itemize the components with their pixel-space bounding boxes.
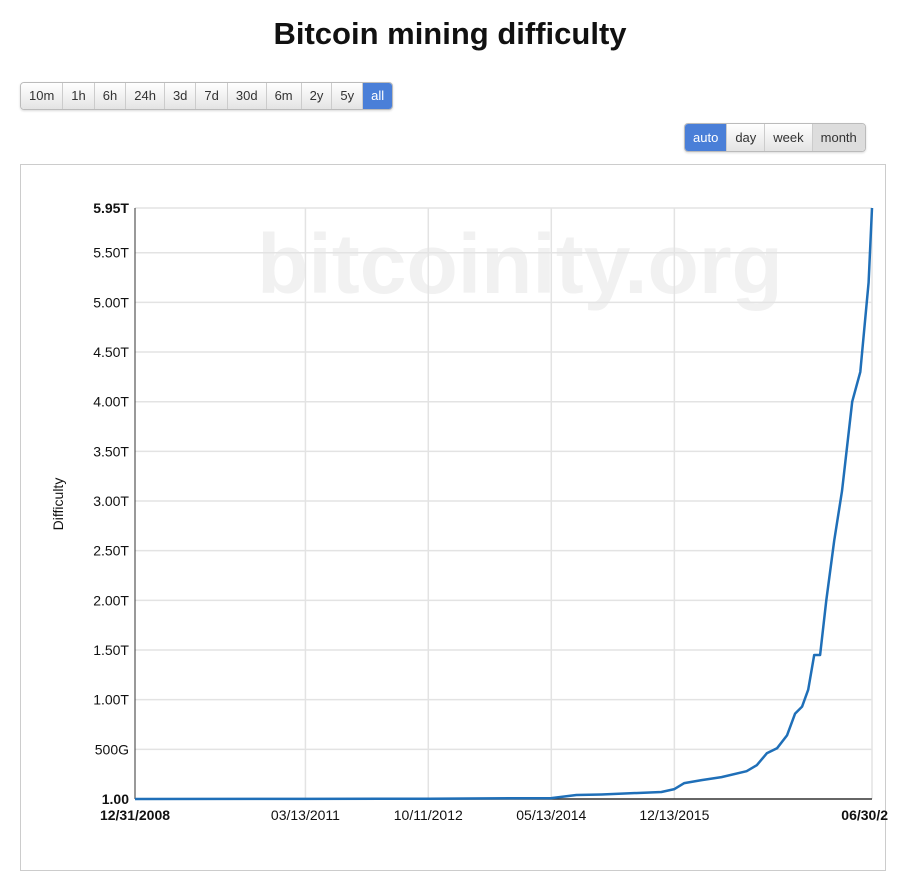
y-tick-label: 1.00: [102, 791, 129, 807]
range-button-5y[interactable]: 5y: [332, 83, 364, 109]
y-tick-label: 2.50T: [93, 543, 129, 559]
chart-title: Bitcoin mining difficulty: [273, 16, 627, 51]
y-axis-label: Difficulty: [50, 478, 66, 531]
y-tick-label: 4.50T: [93, 344, 129, 360]
chart-frame: [20, 164, 886, 871]
range-button-all[interactable]: all: [363, 83, 393, 109]
range-button-30d[interactable]: 30d: [227, 83, 267, 109]
range-button-6m[interactable]: 6m: [266, 83, 302, 109]
y-tick-label: 5.95T: [93, 200, 129, 216]
y-tick-label: 3.00T: [93, 493, 129, 509]
y-tick-label: 1.50T: [93, 642, 129, 658]
x-tick-label: 10/11/2012: [394, 807, 463, 823]
x-tick-label: 12/31/2008: [100, 807, 170, 823]
granularity-button-week[interactable]: week: [765, 124, 813, 151]
x-tick-label: 12/13/2015: [639, 807, 709, 823]
x-tick-label: 03/13/2011: [271, 807, 340, 823]
range-button-6h[interactable]: 6h: [94, 83, 127, 109]
range-button-10m[interactable]: 10m: [21, 83, 64, 109]
y-tick-label: 500G: [95, 741, 129, 757]
range-button-2y[interactable]: 2y: [301, 83, 333, 109]
y-tick-label: 1.00T: [93, 692, 129, 708]
range-button-24h[interactable]: 24h: [126, 83, 165, 109]
x-tick-label: 06/30/2: [841, 807, 888, 823]
x-tick-label: 05/13/2014: [516, 807, 586, 823]
range-button-3d[interactable]: 3d: [164, 83, 197, 109]
granularity-button-auto[interactable]: auto: [685, 124, 728, 151]
range-button-1h[interactable]: 1h: [63, 83, 95, 109]
granularity-button-day[interactable]: day: [727, 124, 766, 151]
difficulty-series-line: [134, 207, 874, 801]
y-tick-label: 5.50T: [93, 245, 129, 261]
y-tick-label: 3.50T: [93, 443, 129, 459]
granularity-button-month[interactable]: month: [812, 124, 865, 151]
y-tick-label: 5.00T: [93, 294, 129, 310]
watermark-logo: bitcoinity.org: [257, 217, 783, 311]
range-button-7d[interactable]: 7d: [196, 83, 228, 109]
y-tick-label: 2.00T: [93, 592, 129, 608]
time-range-buttons: 10m 1h 6h 24h 3d 7d 30d 6m 2y 5y all: [20, 82, 394, 110]
y-tick-label: 4.00T: [93, 394, 129, 410]
granularity-buttons: auto day week month: [684, 123, 866, 152]
